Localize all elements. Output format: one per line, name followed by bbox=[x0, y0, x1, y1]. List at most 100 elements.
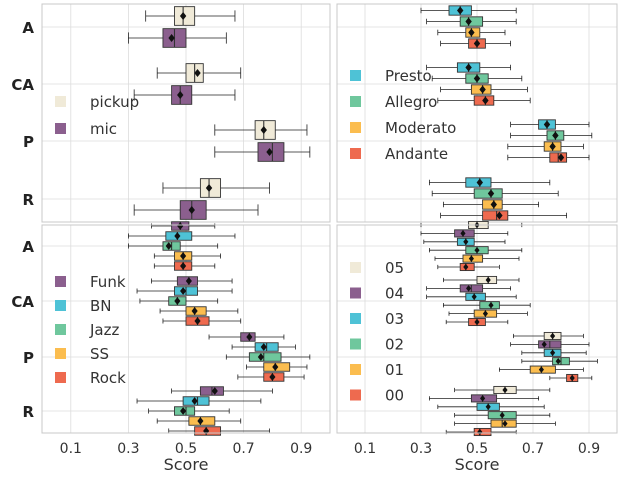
box-Jazz-CA bbox=[139, 296, 219, 306]
mean-marker bbox=[269, 373, 276, 381]
box-Andante-CA bbox=[437, 95, 531, 106]
box-Jazz-A bbox=[127, 241, 219, 251]
x-tick-label: 0.9 bbox=[578, 441, 600, 457]
box-SS-P bbox=[246, 362, 308, 372]
x-tick-label: 0.3 bbox=[410, 441, 432, 457]
box-05-P bbox=[513, 331, 584, 341]
mean-marker bbox=[165, 242, 172, 250]
legend-swatch bbox=[55, 123, 66, 134]
mean-marker bbox=[180, 407, 187, 415]
legend-label: 00 bbox=[385, 387, 404, 405]
box-02-P bbox=[521, 357, 598, 366]
mean-marker bbox=[552, 131, 559, 140]
mean-marker bbox=[168, 34, 175, 42]
mean-marker bbox=[211, 387, 218, 395]
legend-label: 04 bbox=[385, 285, 404, 303]
x-tick-label: 0.5 bbox=[466, 441, 488, 457]
legend-swatch bbox=[350, 338, 361, 350]
box-01-CA bbox=[448, 309, 528, 318]
mean-marker bbox=[496, 211, 503, 220]
box-Allegro-P bbox=[510, 130, 593, 141]
mean-marker bbox=[555, 357, 561, 365]
mean-marker bbox=[485, 276, 491, 284]
box-04-A bbox=[420, 229, 509, 238]
mean-marker bbox=[468, 28, 475, 37]
box-Allegro-A bbox=[426, 16, 517, 27]
legend-label: Allegro bbox=[385, 93, 437, 111]
box-00-R bbox=[445, 427, 517, 437]
box-SS-A bbox=[153, 251, 221, 261]
x-tick-label: 0.7 bbox=[232, 441, 254, 457]
box-Moderato-P bbox=[507, 141, 584, 152]
mean-marker bbox=[474, 246, 480, 254]
box-Rock-R bbox=[168, 426, 270, 436]
mean-marker bbox=[177, 91, 184, 99]
mean-marker bbox=[499, 411, 505, 419]
mean-marker bbox=[482, 96, 489, 105]
box-Moderato-A bbox=[437, 27, 506, 38]
mean-marker bbox=[266, 148, 273, 156]
legend-swatch bbox=[350, 96, 361, 107]
mean-marker bbox=[465, 63, 472, 72]
mean-marker bbox=[502, 386, 508, 394]
box-Moderato-CA bbox=[440, 84, 528, 95]
x-tick-label: 0.9 bbox=[290, 441, 312, 457]
box-iqr bbox=[248, 352, 282, 362]
mean-marker bbox=[479, 85, 486, 94]
legend-swatch bbox=[55, 300, 66, 311]
box-04-CA bbox=[426, 284, 512, 293]
y-tick-label: R bbox=[22, 191, 34, 209]
mean-marker bbox=[471, 293, 477, 301]
panel-frame bbox=[336, 224, 618, 434]
legend-swatch bbox=[55, 96, 66, 107]
mean-marker bbox=[272, 363, 279, 371]
mean-marker bbox=[465, 17, 472, 26]
mean-marker bbox=[174, 232, 181, 240]
box-Funk-A bbox=[151, 221, 216, 231]
box-Allegro-CA bbox=[431, 73, 523, 84]
box-03-P bbox=[521, 348, 587, 357]
mean-marker bbox=[194, 317, 201, 325]
x-tick-label: 0.5 bbox=[175, 441, 197, 457]
mean-marker bbox=[502, 420, 508, 427]
box-05-R bbox=[454, 385, 551, 395]
mean-marker bbox=[205, 184, 213, 192]
box-04-R bbox=[428, 394, 539, 403]
legend-swatch bbox=[55, 372, 66, 383]
mean-marker bbox=[541, 341, 547, 348]
legend: Presto Allegro Moderato Andante bbox=[350, 67, 456, 163]
mean-marker bbox=[191, 307, 198, 315]
y-tick-label: CA bbox=[11, 76, 34, 94]
chart-panel-top-right: Presto Allegro Moderato Andante bbox=[336, 3, 618, 223]
box-mic-P bbox=[214, 142, 311, 162]
box-BN-A bbox=[127, 231, 236, 241]
mean-marker bbox=[480, 395, 486, 402]
mean-marker bbox=[485, 403, 491, 411]
box-05-CA bbox=[442, 275, 520, 285]
legend-swatch bbox=[350, 313, 361, 324]
box-03-R bbox=[437, 402, 545, 411]
mean-marker bbox=[260, 343, 267, 351]
mean-marker bbox=[488, 301, 494, 309]
legend-label: Andante bbox=[385, 145, 448, 163]
y-tick-label: R bbox=[22, 403, 34, 421]
box-pickup-CA bbox=[156, 63, 242, 83]
mean-marker bbox=[477, 428, 483, 436]
box-BN-P bbox=[231, 342, 296, 352]
mean-marker bbox=[468, 255, 474, 262]
box-Funk-R bbox=[171, 386, 273, 396]
legend-label: 01 bbox=[385, 361, 404, 379]
mean-marker bbox=[543, 120, 551, 129]
box-Andante-A bbox=[440, 38, 512, 49]
mean-marker bbox=[185, 277, 192, 285]
legend-swatch bbox=[350, 287, 361, 299]
mean-marker bbox=[257, 353, 264, 361]
mean-marker bbox=[194, 69, 201, 77]
mean-marker bbox=[260, 126, 267, 134]
box-01-R bbox=[454, 419, 556, 428]
legend-label: BN bbox=[90, 297, 112, 315]
box-03-A bbox=[423, 237, 506, 246]
box-01-A bbox=[434, 254, 520, 263]
legend-label: pickup bbox=[90, 93, 139, 111]
box-Andante-P bbox=[507, 152, 590, 163]
